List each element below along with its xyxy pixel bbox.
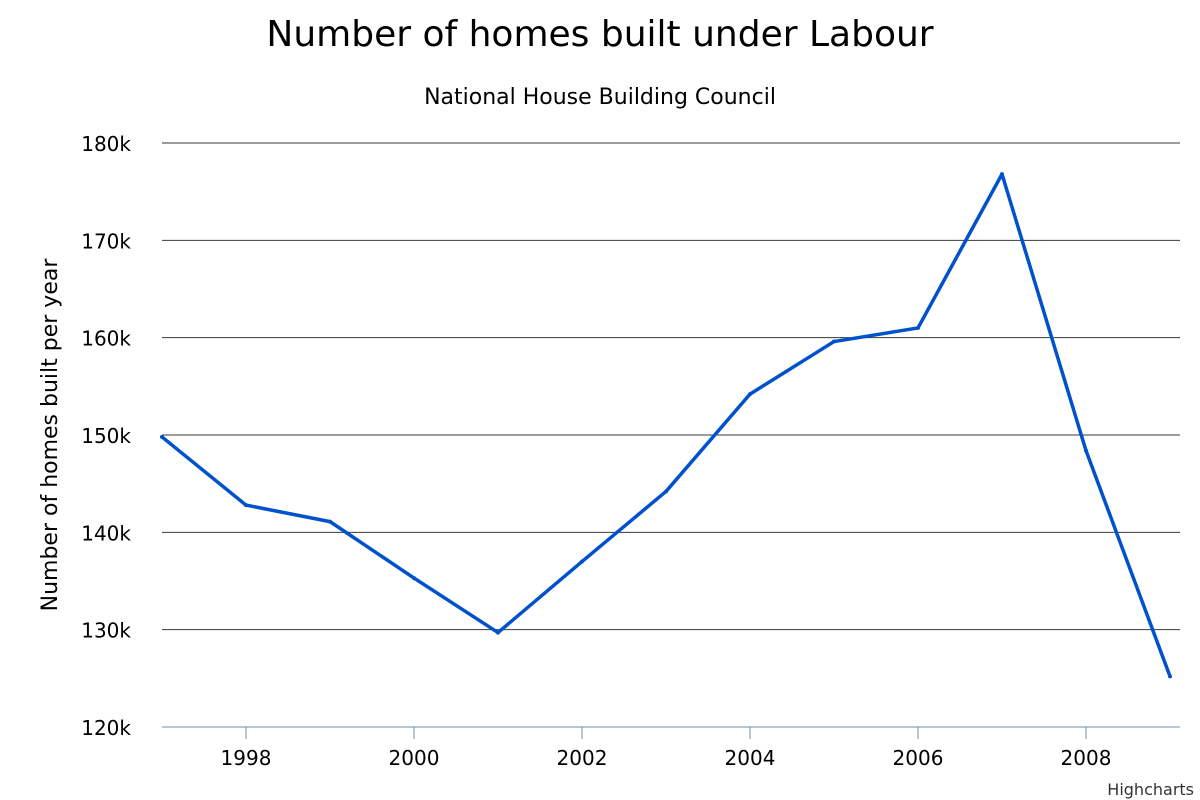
chart-subtitle: National House Building Council	[424, 85, 776, 110]
data-point[interactable]	[1000, 172, 1004, 177]
y-tick-label: 130k	[81, 619, 131, 643]
x-tick-label: 2000	[389, 746, 440, 770]
y-axis-label: Number of homes built per year	[38, 258, 63, 612]
data-point[interactable]	[832, 339, 836, 344]
data-point[interactable]	[496, 630, 500, 635]
data-point[interactable]	[160, 434, 164, 439]
data-point[interactable]	[664, 489, 668, 494]
data-point[interactable]	[916, 325, 920, 330]
series-line[interactable]	[160, 172, 1172, 679]
grid-lines	[162, 142, 1180, 631]
data-point[interactable]	[1168, 674, 1172, 679]
y-tick-label: 140k	[81, 521, 131, 545]
series	[160, 172, 1172, 679]
axes: 120k 130k 140k 150k 160k 170k 180k 1998 2000 2002…	[81, 132, 1180, 770]
data-point[interactable]	[244, 503, 248, 508]
data-point[interactable]	[748, 392, 752, 397]
chart-title: Number of homes built under Labour	[266, 14, 934, 55]
y-tick-label: 170k	[81, 229, 131, 253]
x-tick-label: 2008	[1061, 746, 1112, 770]
data-point[interactable]	[328, 519, 332, 524]
y-tick-label: 150k	[81, 424, 131, 448]
data-point[interactable]	[580, 559, 584, 564]
x-tick-label: 2004	[725, 746, 776, 770]
x-tick-label: 2006	[893, 746, 944, 770]
data-point[interactable]	[412, 576, 416, 581]
x-tick-label: 2002	[557, 746, 608, 770]
x-tick-label: 1998	[221, 746, 272, 770]
y-tick-label: 160k	[81, 327, 131, 351]
credits-link[interactable]: Highcharts	[1107, 780, 1194, 799]
y-tick-label: 120k	[81, 716, 131, 740]
y-tick-label: 180k	[81, 132, 131, 156]
data-point[interactable]	[1084, 448, 1088, 453]
